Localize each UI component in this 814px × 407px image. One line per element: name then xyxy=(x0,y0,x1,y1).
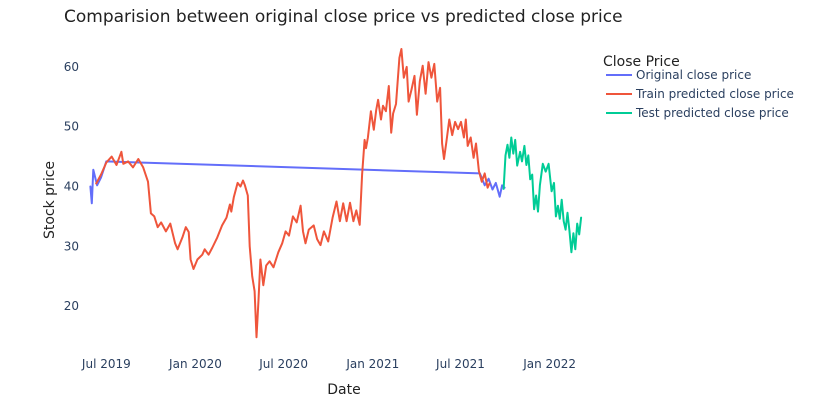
y-tick-label: 40 xyxy=(64,180,79,194)
y-tick-label: 60 xyxy=(64,60,79,74)
x-axis-title: Date xyxy=(327,382,360,398)
y-tick-label: 20 xyxy=(64,299,79,313)
y-axis-title: Stock price xyxy=(42,161,58,239)
legend-label: Original close price xyxy=(636,68,751,82)
y-tick-label: 30 xyxy=(64,239,79,253)
x-tick-label: Jul 2020 xyxy=(258,357,308,371)
legend-item-1[interactable]: Original close price xyxy=(606,68,751,82)
y-axis-ticks: 20 30 40 50 60 xyxy=(64,60,79,313)
series-layer xyxy=(89,48,583,339)
series-line-3 xyxy=(502,136,583,254)
series-line-1 xyxy=(89,160,506,205)
x-tick-label: Jan 2020 xyxy=(168,357,222,371)
x-tick-label: Jul 2019 xyxy=(81,357,131,371)
x-tick-label: Jan 2021 xyxy=(345,357,399,371)
series-line-2 xyxy=(95,48,491,339)
y-tick-label: 50 xyxy=(64,120,79,134)
x-tick-label: Jul 2021 xyxy=(435,357,485,371)
legend-label: Train predicted close price xyxy=(635,87,794,101)
legend-label: Test predicted close price xyxy=(635,106,789,120)
chart-title: Comparision between original close price… xyxy=(64,7,623,27)
legend-title: Close Price xyxy=(603,54,680,70)
legend[interactable]: Close Price Original close price Train pr… xyxy=(603,54,794,120)
legend-item-2[interactable]: Train predicted close price xyxy=(606,87,794,101)
x-tick-label: Jan 2022 xyxy=(522,357,576,371)
x-axis-ticks: Jul 2019 Jan 2020 Jul 2020 Jan 2021 Jul 2021… xyxy=(81,357,576,371)
legend-item-3[interactable]: Test predicted close price xyxy=(606,106,789,120)
